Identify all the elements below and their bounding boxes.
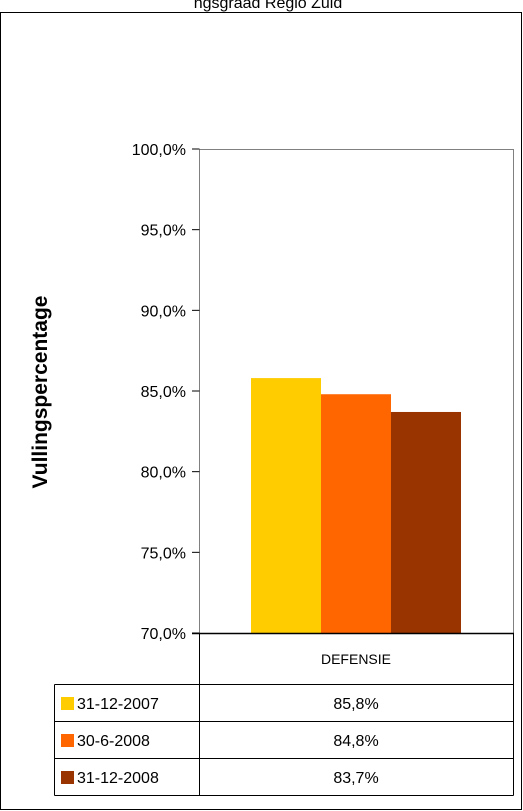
bar-31-12-2007 [251, 378, 321, 633]
category-label: DEFENSIE [321, 651, 391, 667]
y-axis-ticks: 70,0% 75,0% 80,0% 85,0% 90,0% 95,0% 100,0% [132, 142, 200, 643]
y-tick-label: 85,0% [141, 384, 186, 401]
bar-31-12-2008 [391, 411, 461, 633]
y-tick-label: 80,0% [141, 465, 186, 482]
y-tick-label: 100,0% [132, 142, 186, 159]
legend-swatch [61, 771, 74, 784]
legend-label: 31-12-2008 [77, 770, 159, 787]
data-value-label: 84,8% [333, 733, 378, 750]
legend-label: 31-12-2007 [77, 696, 159, 713]
legend-swatch [61, 697, 74, 710]
legend-swatch [61, 734, 74, 747]
y-tick-label: 90,0% [141, 303, 186, 320]
data-table-rows: 31-12-2007 85,8% 30-6-2008 84,8% 31-12-2008 8… [61, 696, 379, 787]
legend-label: 30-6-2008 [77, 733, 150, 750]
y-tick-label: 75,0% [141, 545, 186, 562]
data-value-label: 83,7% [333, 770, 378, 787]
chart-title: ngsgraad Regio Zuid [194, 0, 343, 12]
data-value-label: 85,8% [333, 696, 378, 713]
bar-30-6-2008 [321, 394, 391, 633]
bars [251, 378, 461, 633]
y-tick-label: 70,0% [141, 626, 186, 643]
data-table [54, 633, 514, 796]
y-axis-label: Vullingspercentage [29, 296, 52, 489]
y-tick-label: 95,0% [141, 223, 186, 240]
